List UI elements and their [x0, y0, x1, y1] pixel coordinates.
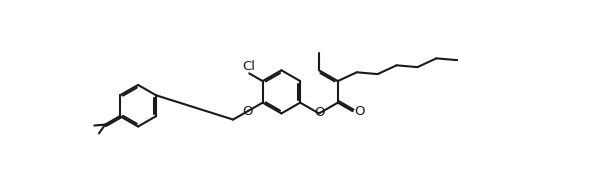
Text: O: O	[243, 105, 253, 118]
Text: O: O	[313, 106, 324, 119]
Text: Cl: Cl	[242, 60, 255, 73]
Text: O: O	[354, 105, 365, 118]
